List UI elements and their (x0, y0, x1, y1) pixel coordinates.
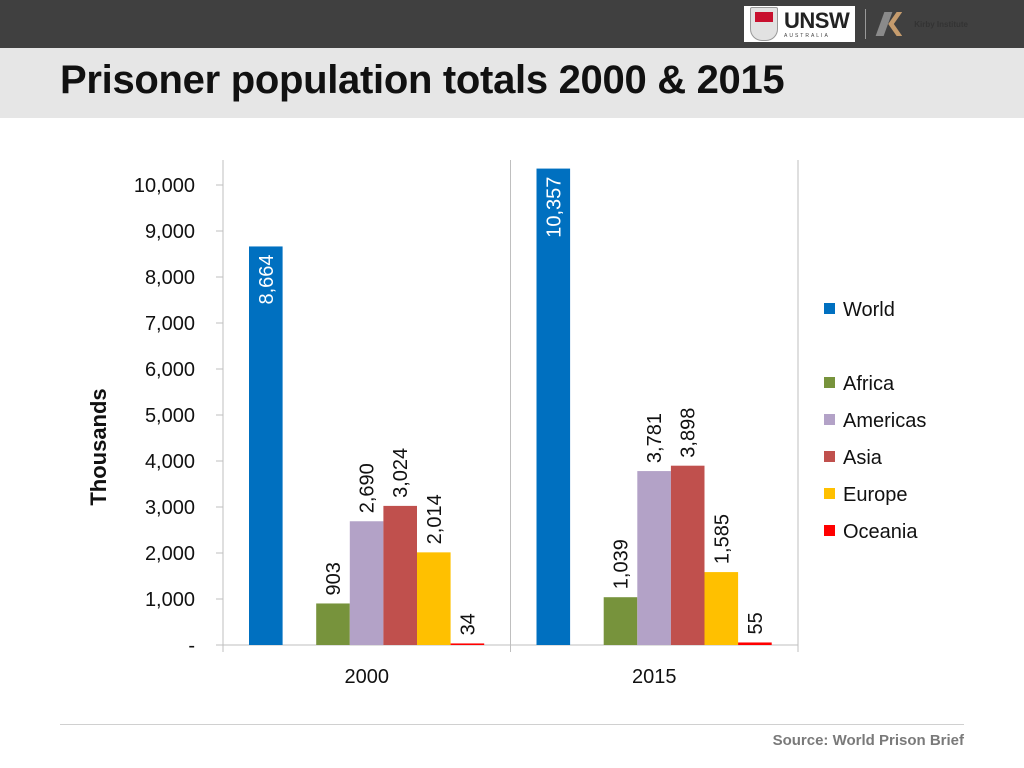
data-label: 10,357 (543, 177, 565, 238)
legend-label: World (843, 299, 895, 321)
y-axis-title: Thousands (86, 388, 111, 505)
unsw-logo: UNSW AUSTRALIA (744, 6, 856, 42)
legend-label: Americas (843, 410, 926, 432)
legend-label: Europe (843, 484, 908, 506)
unsw-logo-subtext: AUSTRALIA (784, 32, 830, 39)
data-label: 1,585 (711, 514, 733, 564)
footer-divider (60, 724, 964, 725)
title-bar (0, 48, 1024, 118)
data-label: 34 (457, 613, 479, 635)
bar-africa (316, 603, 350, 645)
unsw-logo-text: UNSW (784, 7, 850, 33)
logos: UNSW AUSTRALIA Kirby Institute (744, 4, 968, 44)
bar-europe (417, 552, 451, 645)
legend-label: Africa (843, 373, 895, 395)
x-tick-label: 2015 (632, 666, 677, 688)
y-tick-label: - (188, 635, 195, 657)
y-tick-label: 1,000 (145, 589, 195, 611)
bar-world (249, 246, 283, 645)
data-label: 3,024 (390, 448, 412, 498)
y-tick-label: 8,000 (145, 267, 195, 289)
y-tick-label: 2,000 (145, 543, 195, 565)
bar-asia (383, 505, 417, 645)
data-label: 903 (323, 562, 345, 595)
data-label: 2,014 (424, 494, 446, 544)
y-tick-label: 6,000 (145, 359, 195, 381)
legend-swatch (824, 451, 835, 462)
bar-americas (349, 521, 384, 645)
unsw-crest-icon (750, 7, 778, 41)
bar-africa (603, 597, 638, 645)
legend-label: Asia (843, 447, 883, 469)
y-tick-label: 3,000 (145, 497, 195, 519)
bar-americas (637, 471, 671, 645)
bar-oceania (738, 642, 772, 645)
data-label: 55 (745, 612, 767, 634)
bar-asia (670, 465, 705, 645)
data-label: 8,664 (256, 254, 278, 304)
y-tick-label: 9,000 (145, 221, 195, 243)
legend-swatch (824, 488, 835, 499)
y-tick-label: 10,000 (134, 175, 195, 197)
bar-oceania (450, 643, 485, 645)
data-label: 1,039 (611, 539, 633, 589)
legend-swatch (824, 303, 835, 314)
page-title: Prisoner population totals 2000 & 2015 (60, 58, 785, 102)
legend-swatch (824, 525, 835, 536)
data-label: 2,690 (357, 463, 379, 513)
y-tick-label: 5,000 (145, 405, 195, 427)
bar-world (536, 168, 571, 645)
kirby-logo-text: Kirby Institute (914, 19, 968, 29)
source-note: Source: World Prison Brief (772, 732, 964, 749)
logo-divider (865, 9, 867, 39)
bar-europe (704, 572, 739, 645)
data-label: 3,781 (644, 413, 666, 463)
x-tick-label: 2000 (345, 666, 390, 688)
y-tick-label: 7,000 (145, 313, 195, 335)
legend-swatch (824, 414, 835, 425)
legend-label: Oceania (843, 521, 918, 543)
bar-chart: - 1,000 2,000 3,000 4,000 5,000 6,000 7,000 8,00… (86, 160, 926, 688)
legend-swatch (824, 377, 835, 388)
top-bar: UNSW AUSTRALIA Kirby Institute (0, 0, 1024, 48)
data-label: 3,898 (678, 408, 700, 458)
y-tick-label: 4,000 (145, 451, 195, 473)
